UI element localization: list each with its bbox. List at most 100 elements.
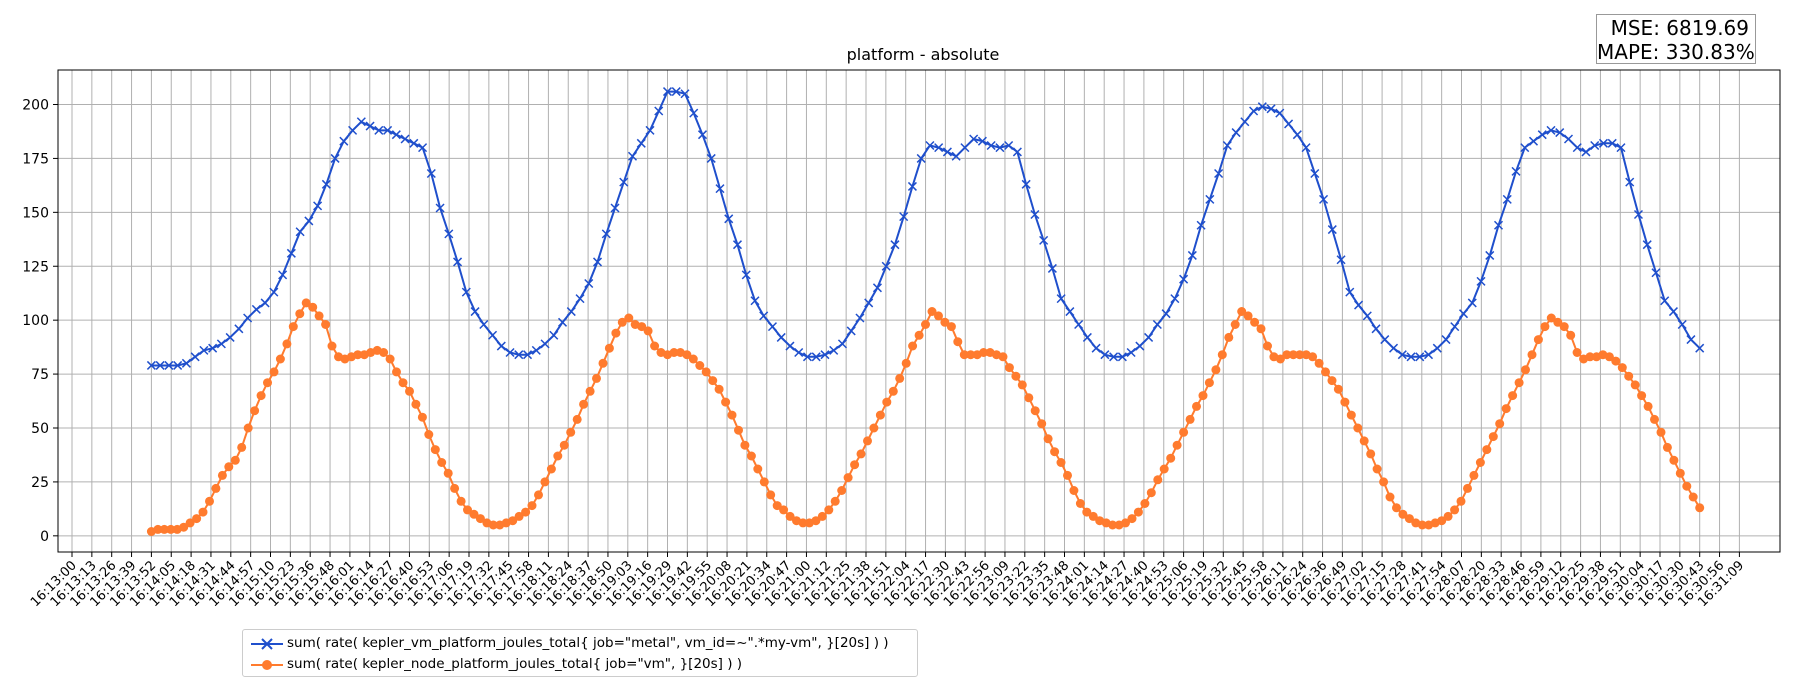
data-point [1625, 177, 1635, 187]
data-point [1392, 503, 1401, 513]
data-point [216, 339, 226, 349]
data-point [1282, 350, 1292, 360]
data-point [1056, 458, 1066, 467]
data-point [824, 505, 834, 515]
data-point [1432, 343, 1442, 353]
data-point [1630, 380, 1640, 390]
circle-marker-icon [251, 660, 283, 670]
data-point [278, 270, 288, 280]
data-point [1187, 250, 1197, 260]
data-point [1389, 343, 1399, 353]
data-point [776, 332, 786, 342]
data-point [1417, 520, 1427, 530]
data-point [411, 399, 421, 409]
data-point [1170, 294, 1180, 304]
data-point [753, 464, 763, 474]
data-point [934, 143, 944, 153]
data-point [348, 125, 358, 135]
data-point [619, 177, 629, 187]
data-point [953, 337, 963, 347]
data-point [443, 468, 453, 478]
data-point [205, 496, 214, 506]
data-point [263, 378, 272, 388]
data-point [1456, 496, 1466, 506]
y-tick-label: 0 [40, 529, 49, 545]
data-point [1528, 136, 1539, 146]
data-point [794, 347, 804, 358]
legend-item-vm-platform: sum( rate( kepler_vm_platform_joules_tot… [243, 633, 913, 655]
data-point [1127, 514, 1137, 524]
y-tick-label: 175 [22, 151, 49, 167]
data-point [1366, 449, 1376, 459]
data-point [1030, 209, 1040, 220]
data-point [604, 343, 614, 353]
data-point [750, 296, 760, 306]
data-point [211, 483, 221, 493]
data-point [572, 414, 582, 424]
data-point [426, 168, 436, 179]
data-point [1179, 274, 1189, 284]
data-point [1675, 468, 1685, 478]
data-point [1485, 250, 1495, 260]
data-point [159, 524, 169, 534]
data-point [1237, 307, 1247, 316]
data-point [1100, 350, 1110, 360]
data-point [1240, 117, 1250, 127]
data-point [624, 313, 634, 323]
data-point [1179, 427, 1189, 437]
data-point [759, 311, 769, 321]
data-point [463, 505, 472, 515]
data-point [1047, 263, 1057, 273]
data-point [969, 134, 979, 144]
data-point [1310, 168, 1320, 179]
data-point [1695, 503, 1705, 513]
data-point [1397, 350, 1407, 360]
data-point [934, 311, 943, 321]
data-point [566, 307, 576, 317]
data-point [811, 516, 821, 526]
data-point [1030, 406, 1040, 416]
data-point [1109, 352, 1119, 362]
data-point [1243, 311, 1253, 321]
data-point [908, 341, 918, 351]
data-point [650, 341, 660, 351]
data-point [688, 354, 698, 364]
data-point [695, 361, 705, 370]
data-point [921, 320, 930, 329]
data-point [1572, 348, 1582, 357]
data-point [1656, 427, 1666, 437]
data-point [946, 322, 956, 332]
data-point [701, 367, 711, 377]
data-point [1292, 130, 1302, 140]
data-point [461, 287, 471, 297]
data-point [1146, 488, 1156, 498]
data-point [708, 376, 718, 386]
data-point [1660, 296, 1670, 306]
data-point [1230, 320, 1240, 329]
data-point [230, 455, 240, 465]
data-point [1314, 358, 1324, 368]
data-point [1333, 384, 1343, 394]
data-point [979, 348, 989, 357]
data-point [611, 328, 621, 338]
data-point [817, 511, 827, 521]
data-point [540, 339, 550, 349]
data-point [166, 524, 176, 534]
data-point [304, 216, 314, 226]
data-point [837, 486, 847, 495]
data-point [1669, 455, 1679, 465]
data-point [488, 520, 498, 530]
y-tick-label: 200 [22, 98, 49, 114]
data-point [680, 89, 690, 99]
data-point [798, 518, 808, 528]
data-point [1192, 401, 1201, 411]
data-point [379, 348, 389, 357]
data-point [1301, 143, 1311, 153]
data-point [505, 347, 515, 358]
data-point [1555, 128, 1565, 138]
data-point [1214, 168, 1224, 179]
data-point [553, 451, 563, 461]
data-point [321, 179, 331, 189]
data-point [1152, 319, 1162, 330]
